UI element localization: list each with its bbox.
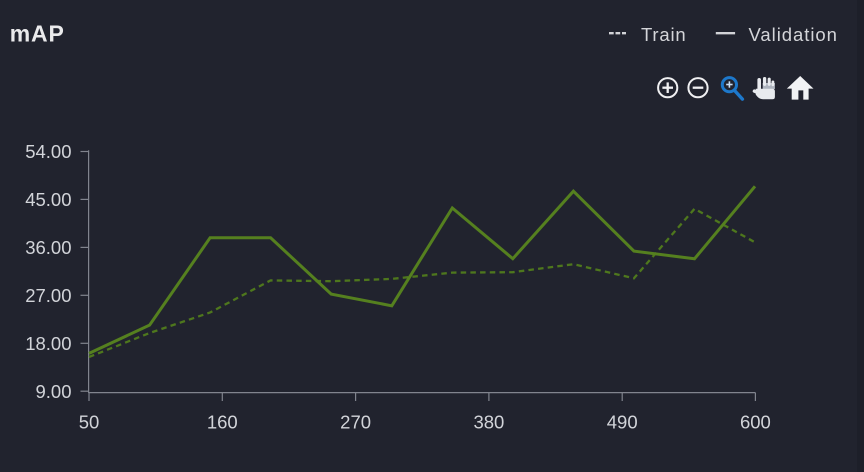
svg-text:600: 600 xyxy=(740,412,771,433)
svg-text:Validation: Validation xyxy=(749,24,838,45)
svg-text:54.00: 54.00 xyxy=(25,141,71,162)
svg-text:160: 160 xyxy=(207,412,238,433)
svg-text:270: 270 xyxy=(340,412,371,433)
svg-text:9.00: 9.00 xyxy=(35,381,71,402)
svg-text:27.00: 27.00 xyxy=(25,285,71,306)
svg-text:45.00: 45.00 xyxy=(25,189,71,210)
svg-text:18.00: 18.00 xyxy=(25,333,71,354)
svg-text:Train: Train xyxy=(641,24,686,45)
svg-text:mAP: mAP xyxy=(10,21,65,47)
svg-text:380: 380 xyxy=(473,412,504,433)
svg-text:50: 50 xyxy=(79,412,100,433)
svg-text:36.00: 36.00 xyxy=(25,237,71,258)
svg-text:490: 490 xyxy=(607,412,638,433)
